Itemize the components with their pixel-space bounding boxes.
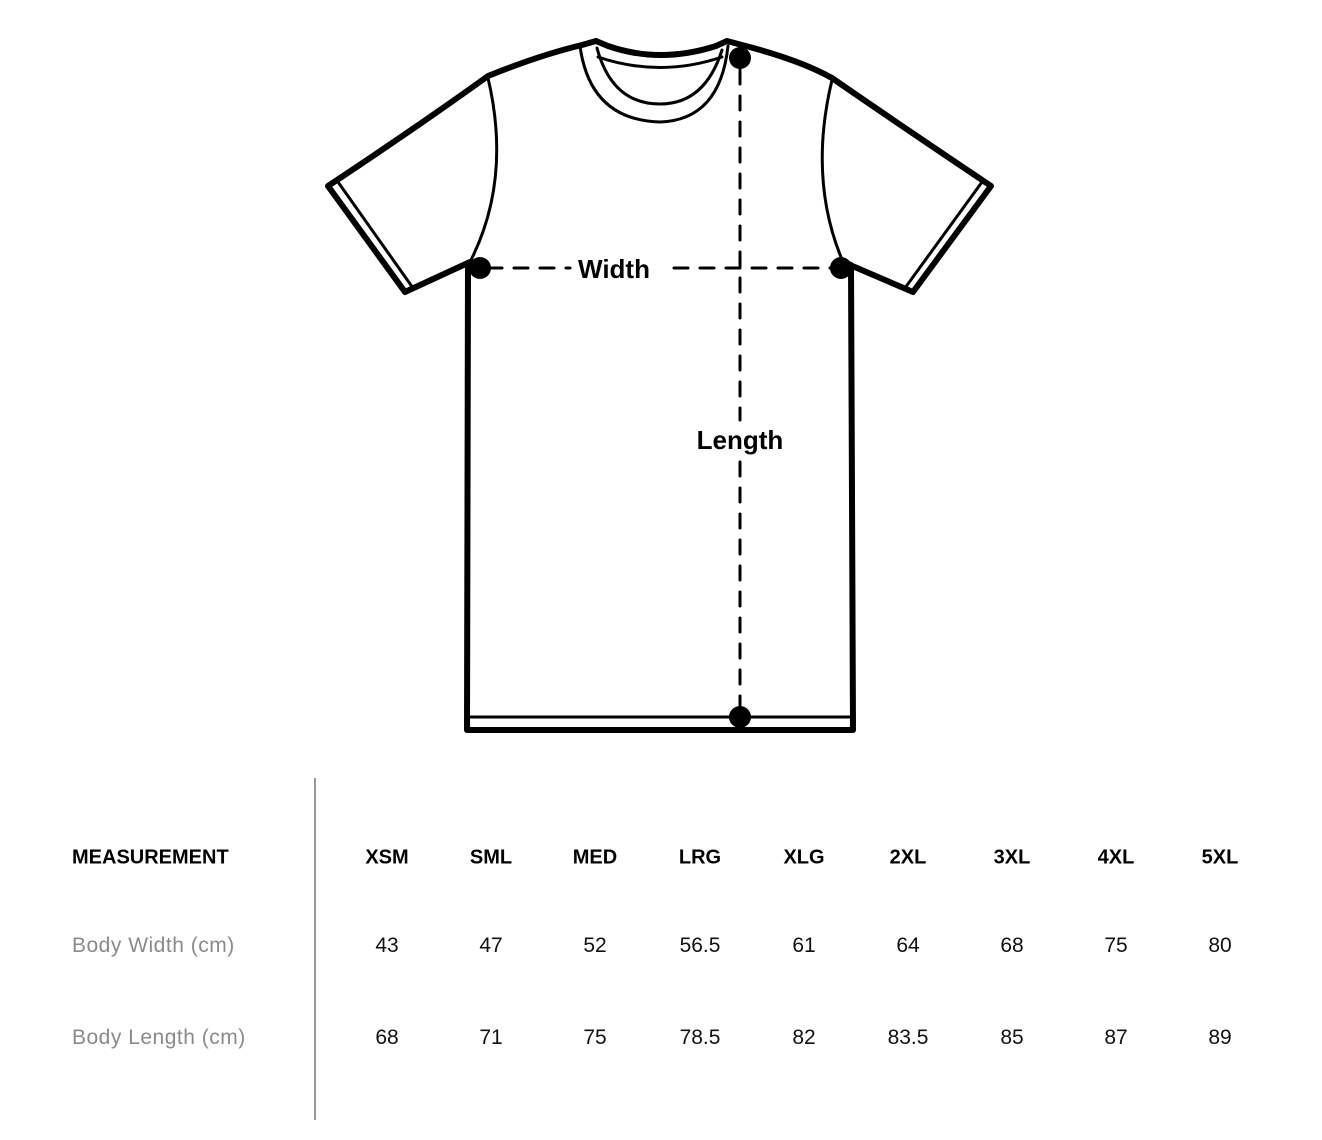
size-header: 3XL — [993, 846, 1031, 869]
table-cell: 64 — [896, 934, 920, 957]
table-cell: 52 — [583, 934, 607, 957]
width-left-point — [469, 257, 491, 279]
size-header: XLG — [783, 846, 825, 869]
table-cell: 56.5 — [679, 934, 721, 957]
table-cell: 43 — [375, 934, 399, 957]
table-divider — [314, 778, 316, 1120]
collar-outer — [578, 44, 730, 124]
table-cell: 87 — [1104, 1026, 1128, 1049]
size-header: 5XL — [1201, 846, 1239, 869]
width-right-point — [830, 257, 852, 279]
left-sleeve-seam — [468, 76, 499, 264]
length-label: Length — [697, 425, 784, 455]
table-cell: 71 — [479, 1026, 503, 1049]
table-cell: 85 — [1000, 1026, 1024, 1049]
tshirt-diagram: Width Length — [325, 38, 994, 733]
table-cell: 80 — [1208, 934, 1232, 957]
table-cell: 68 — [1000, 934, 1024, 957]
collar-inner — [595, 46, 724, 106]
length-top-point — [729, 47, 751, 69]
width-label: Width — [578, 254, 650, 284]
right-sleeve-seam — [820, 78, 845, 264]
size-header: MED — [572, 846, 618, 869]
table-cell: 75 — [1104, 934, 1128, 957]
table-cell: 82 — [792, 1026, 816, 1049]
table-cell: 75 — [583, 1026, 607, 1049]
right-cuff-line — [903, 180, 984, 290]
size-header: 2XL — [889, 846, 927, 869]
size-header: XSM — [365, 846, 409, 869]
row-label: Body Width (cm) — [72, 934, 235, 957]
left-cuff-line — [336, 180, 415, 290]
collar-back — [596, 55, 724, 69]
measurement-header: MEASUREMENT — [72, 846, 229, 869]
table-cell: 68 — [375, 1026, 399, 1049]
table-cell: 47 — [479, 934, 503, 957]
table-cell: 83.5 — [887, 1026, 929, 1049]
table-cell: 61 — [792, 934, 816, 957]
size-header: LRG — [678, 846, 722, 869]
size-header: 4XL — [1097, 846, 1135, 869]
row-label: Body Length (cm) — [72, 1026, 246, 1049]
table-cell: 89 — [1208, 1026, 1232, 1049]
tshirt-outline — [325, 38, 994, 733]
size-header: SML — [469, 846, 513, 869]
table-cell: 78.5 — [679, 1026, 721, 1049]
length-bottom-point — [729, 706, 751, 728]
